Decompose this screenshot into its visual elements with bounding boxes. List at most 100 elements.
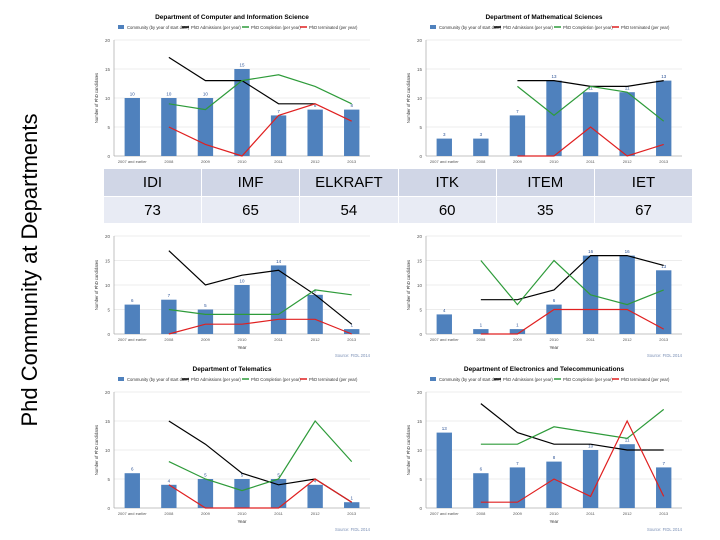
stats-value-row: 73 65 54 60 35 67 bbox=[103, 196, 694, 224]
x-tick-label: 2013 bbox=[347, 337, 357, 342]
bar bbox=[270, 115, 287, 156]
bar bbox=[270, 265, 287, 334]
stats-header-cell: IMF bbox=[200, 168, 301, 197]
x-tick-label: 2012 bbox=[311, 159, 321, 164]
y-tick-label: 5 bbox=[107, 125, 110, 130]
bar-value-label: 5 bbox=[204, 303, 207, 308]
y-tick-label: 0 bbox=[107, 154, 110, 159]
bar bbox=[124, 473, 140, 508]
x-tick-label: 2010 bbox=[238, 337, 248, 342]
legend-label: Community (by year of start date) bbox=[439, 377, 502, 382]
bar bbox=[473, 329, 489, 334]
bar bbox=[619, 444, 635, 508]
bar-value-label: 4 bbox=[168, 478, 171, 483]
x-tick-label: 2012 bbox=[623, 511, 633, 516]
slide-title: Phd Community at Departments bbox=[17, 113, 42, 427]
y-tick-label: 10 bbox=[417, 283, 423, 288]
bar bbox=[270, 479, 287, 508]
bar-value-label: 8 bbox=[553, 455, 556, 460]
bar-value-label: 5 bbox=[241, 473, 244, 478]
y-tick-label: 0 bbox=[419, 154, 422, 159]
y-tick-label: 20 bbox=[105, 38, 111, 43]
bar bbox=[546, 80, 562, 156]
bar-value-label: 1 bbox=[350, 496, 353, 501]
stats-header-cell: ITEM bbox=[495, 168, 595, 197]
bar bbox=[234, 69, 250, 156]
legend-label: Community (by year of start date) bbox=[439, 25, 502, 30]
x-tick-label: 2007 and earlier bbox=[118, 159, 148, 164]
bar-value-label: 10 bbox=[203, 92, 209, 97]
stats-value-cell: 65 bbox=[200, 196, 301, 224]
x-tick-label: 2010 bbox=[550, 159, 560, 164]
completion-line bbox=[168, 420, 353, 492]
admissions-line bbox=[480, 255, 664, 301]
y-tick-label: 20 bbox=[417, 38, 423, 43]
chart-title: Department of Mathematical Sciences bbox=[485, 14, 602, 21]
bar-value-label: 4 bbox=[443, 308, 446, 313]
bar bbox=[473, 138, 489, 156]
legend-label: PhD terminated (per year) bbox=[309, 25, 358, 30]
legend-label: PhD terminated (per year) bbox=[621, 377, 670, 382]
y-tick-label: 10 bbox=[417, 96, 423, 101]
x-tick-label: 2009 bbox=[201, 159, 211, 164]
legend-label: PhD terminated (per year) bbox=[621, 25, 670, 30]
bar bbox=[234, 479, 250, 508]
admissions-line bbox=[168, 420, 353, 503]
x-tick-label: 2007 and earlier bbox=[430, 337, 460, 342]
stats-value-cell: 67 bbox=[593, 196, 694, 224]
bar-value-label: 11 bbox=[588, 86, 593, 91]
terminated-line bbox=[517, 126, 664, 157]
bar bbox=[344, 329, 360, 334]
stats-value-cell: 54 bbox=[299, 196, 399, 224]
bar-value-label: 5 bbox=[277, 473, 280, 478]
x-tick-label: 2010 bbox=[550, 511, 560, 516]
legend-swatch bbox=[118, 377, 124, 381]
x-tick-label: 2011 bbox=[274, 511, 283, 516]
bar bbox=[234, 285, 250, 334]
bar-value-label: 10 bbox=[239, 279, 245, 284]
chart-item-middle: 0 5 10 15 20 Number of PhD candidates 4 1 1 6 16 16… bbox=[398, 228, 690, 360]
bar-value-label: 8 bbox=[314, 103, 317, 108]
bar bbox=[307, 484, 323, 508]
chart-svg: Department of Mathematical Sciences Commu… bbox=[406, 14, 682, 164]
bar bbox=[124, 304, 140, 334]
chart-idi-middle: 0 5 10 15 20 Number of PhD candidates 6 7 5 10 14 8… bbox=[86, 228, 378, 360]
y-tick-label: 20 bbox=[105, 390, 111, 395]
y-tick-label: 10 bbox=[417, 448, 423, 453]
chart-title: Department of Computer and Information S… bbox=[155, 14, 309, 21]
x-tick-label: 2008 bbox=[476, 159, 486, 164]
y-tick-label: 15 bbox=[105, 419, 111, 424]
x-tick-label: 2007 and earlier bbox=[430, 511, 460, 516]
bar-value-label: 4 bbox=[314, 478, 317, 483]
bar bbox=[473, 473, 489, 508]
bar-value-label: 7 bbox=[168, 293, 171, 298]
bar-value-label: 7 bbox=[516, 109, 519, 114]
y-tick-label: 15 bbox=[417, 259, 423, 264]
bar-value-label: 15 bbox=[239, 63, 245, 68]
bar bbox=[582, 450, 599, 508]
y-tick-label: 5 bbox=[107, 308, 110, 313]
y-tick-label: 15 bbox=[105, 67, 111, 72]
x-tick-label: 2010 bbox=[238, 511, 248, 516]
y-tick-label: 5 bbox=[419, 308, 422, 313]
bar-value-label: 11 bbox=[625, 438, 630, 443]
bar bbox=[509, 467, 526, 508]
bar-value-label: 5 bbox=[204, 473, 207, 478]
y-tick-label: 0 bbox=[107, 332, 110, 337]
bar-value-label: 3 bbox=[480, 132, 483, 137]
legend-swatch bbox=[118, 25, 124, 29]
x-tick-label: 2009 bbox=[513, 337, 523, 342]
bar bbox=[124, 98, 140, 156]
x-tick-label: 2011 bbox=[586, 511, 595, 516]
y-tick-label: 10 bbox=[105, 96, 111, 101]
bar bbox=[656, 270, 672, 334]
y-axis-label: Number of PhD candidates bbox=[94, 260, 99, 310]
x-tick-label: 2011 bbox=[586, 159, 595, 164]
y-tick-label: 0 bbox=[107, 506, 110, 511]
legend-swatch bbox=[430, 377, 436, 381]
y-tick-label: 20 bbox=[417, 390, 423, 395]
y-tick-label: 0 bbox=[419, 506, 422, 511]
y-tick-label: 15 bbox=[417, 419, 423, 424]
